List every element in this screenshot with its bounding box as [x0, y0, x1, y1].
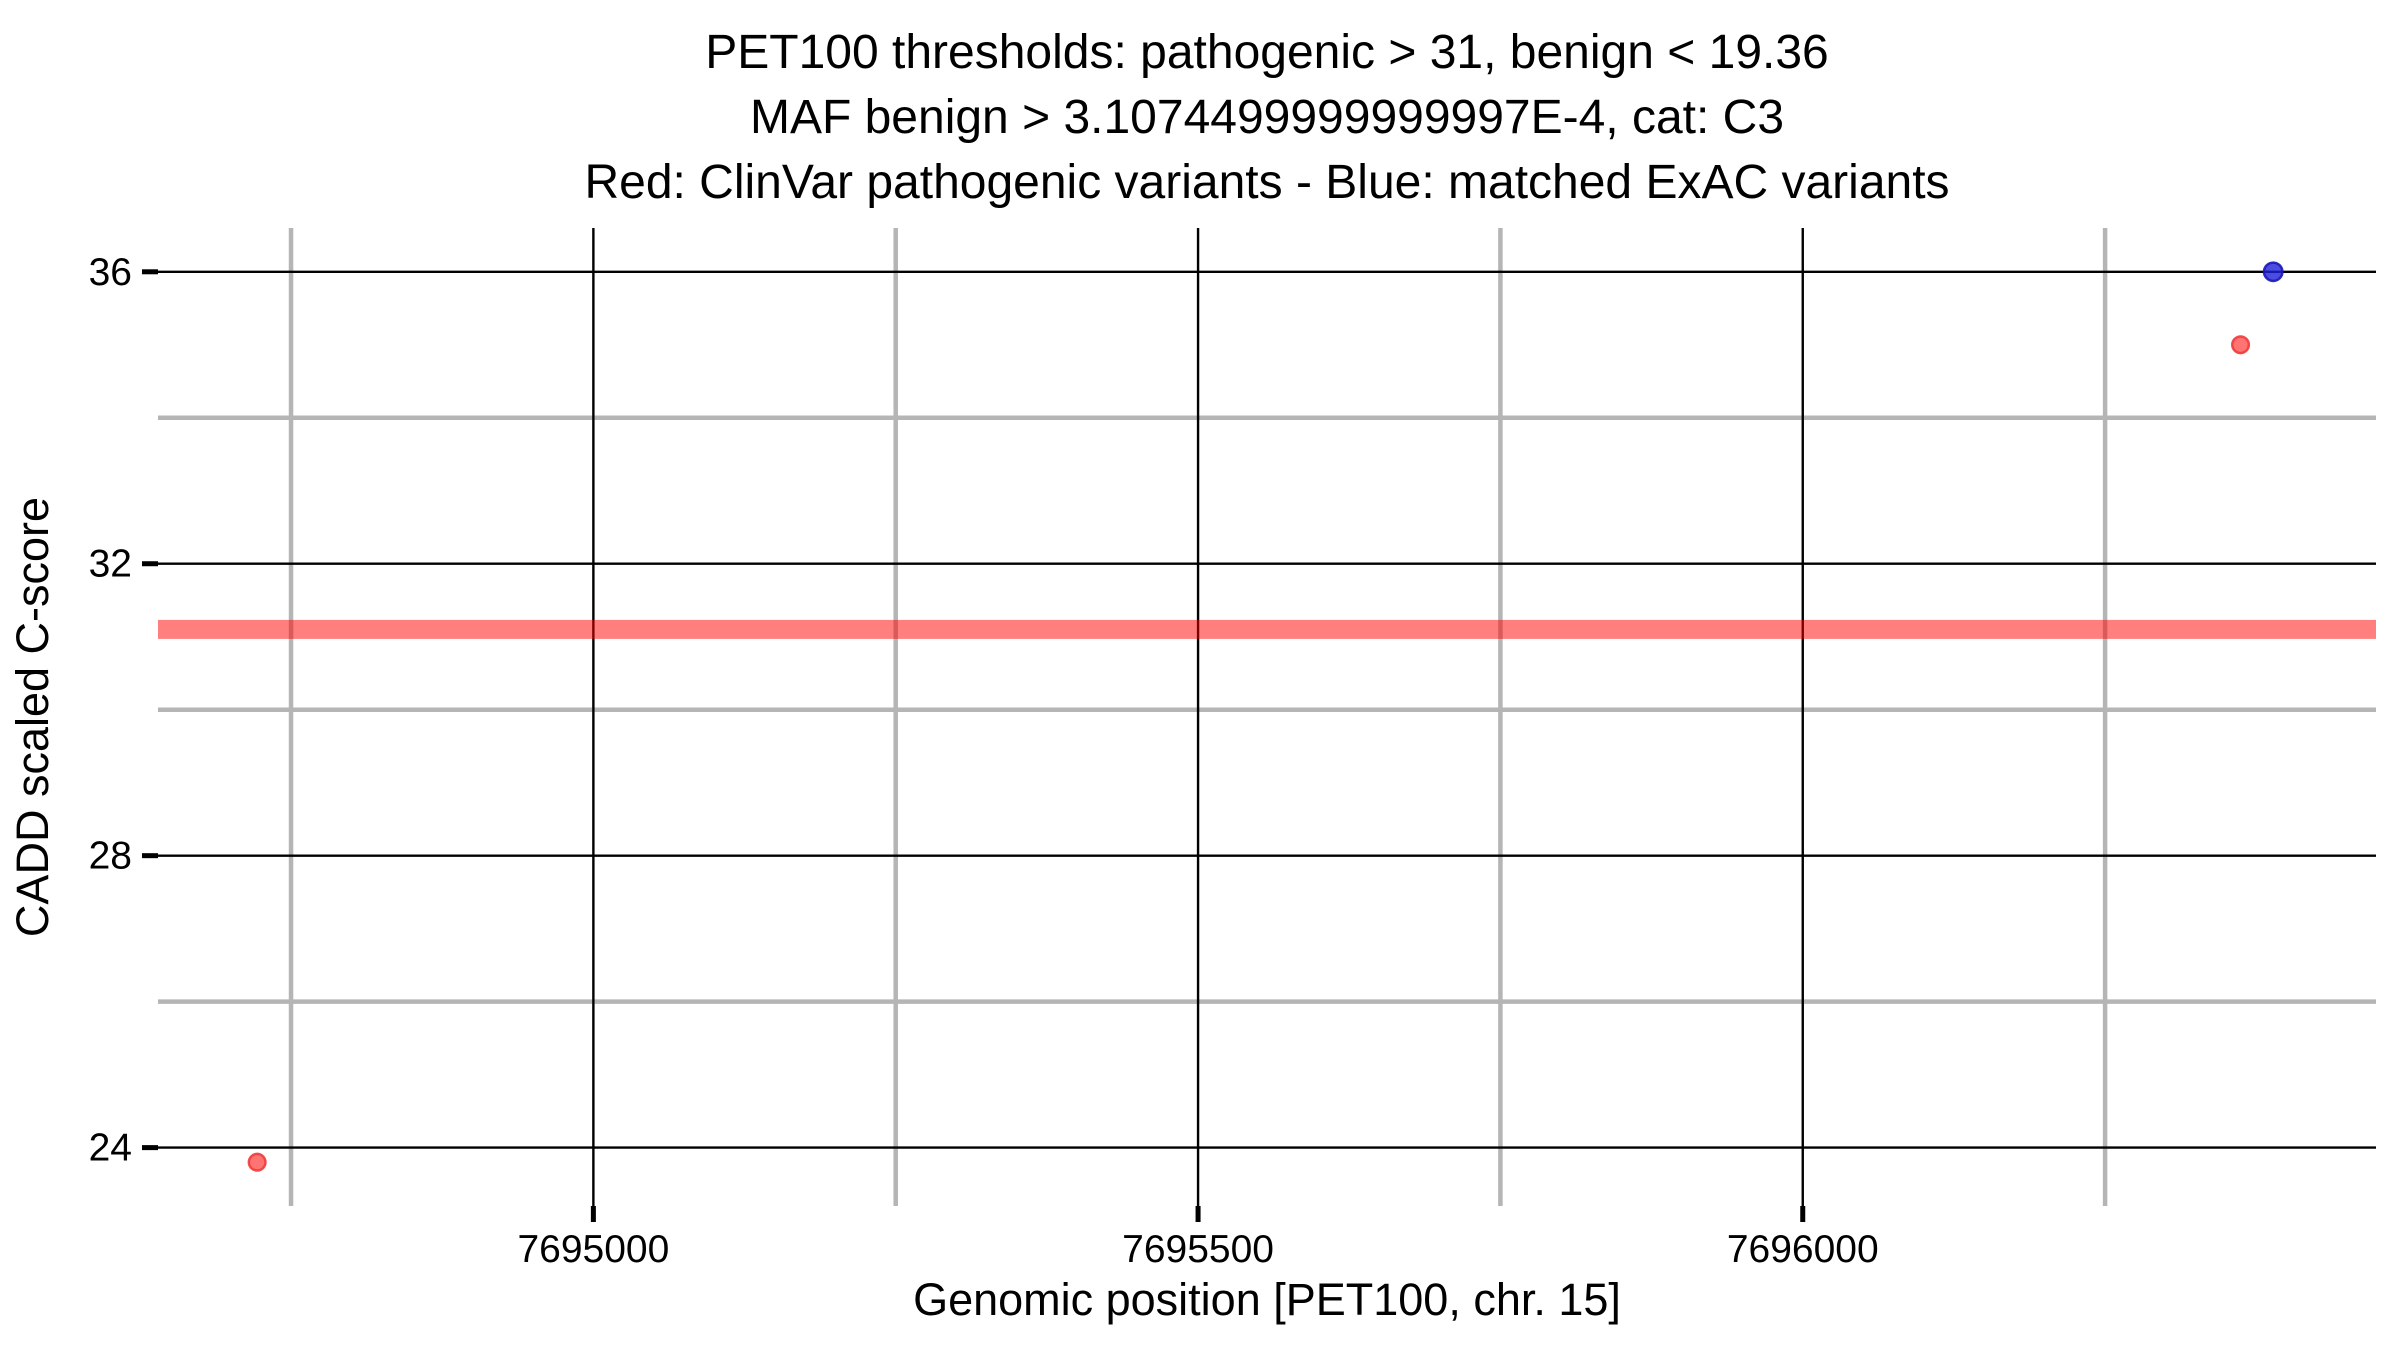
threshold-line-layer [158, 619, 2376, 639]
x-axis-tick-label: 7695500 [1122, 1228, 1274, 1271]
tick-marks [142, 269, 1806, 1222]
data-point-red [2230, 335, 2251, 355]
x-axis-tick-label: 7695000 [517, 1228, 669, 1271]
x-axis-tick-label: 7696000 [1727, 1228, 1879, 1271]
major-gridlines [158, 228, 2376, 1206]
x-axis-title: Genomic position [PET100, chr. 15] [913, 1274, 1621, 1325]
chart-title-line-1: PET100 thresholds: pathogenic > 31, beni… [705, 26, 1829, 79]
minor-gridlines [158, 228, 2376, 1206]
y-axis-tick-label: 28 [89, 835, 132, 878]
y-axis-title: CADD scaled C-score [7, 497, 58, 937]
data-point-red [247, 1152, 267, 1172]
data-point-layer [247, 261, 2284, 1172]
y-axis-tick-label: 36 [89, 251, 132, 294]
pathogenic-threshold-line [158, 619, 2376, 639]
data-point-blue [2262, 261, 2284, 283]
chart-title-line-3: Red: ClinVar pathogenic variants - Blue:… [584, 156, 1949, 209]
y-axis-tick-label: 32 [89, 543, 132, 586]
tick-labels: 24 28 32 36 7695000 7695500 7696000 [89, 251, 1879, 1271]
chart-title-line-2: MAF benign > 3.1074499999999997E-4, cat:… [750, 91, 1784, 144]
y-axis-tick-label: 24 [89, 1127, 132, 1170]
